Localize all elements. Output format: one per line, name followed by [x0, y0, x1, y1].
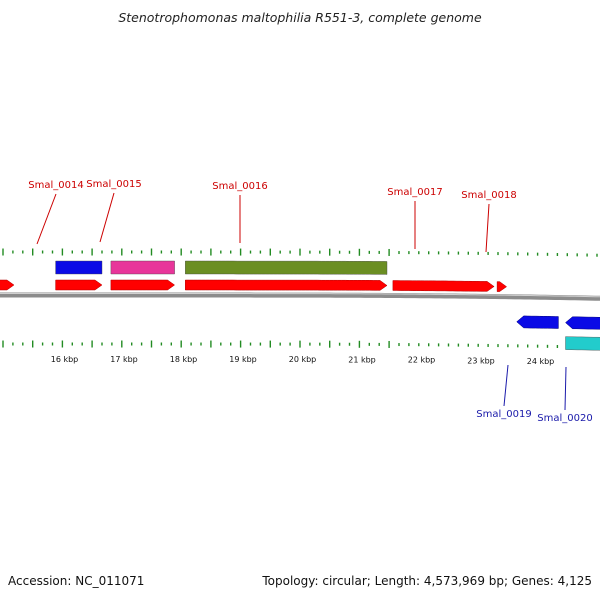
accession-text: Accession: NC_011071 — [8, 574, 145, 588]
gene-label-Smal_0020[interactable]: Smal_0020 — [537, 413, 592, 424]
gene-label-Smal_0019[interactable]: Smal_0019 — [476, 409, 531, 420]
gene-label-Smal_0015[interactable]: Smal_0015 — [86, 179, 141, 190]
scale-label: 17 kbp — [110, 355, 138, 364]
cds-arrow-Smal_0019[interactable] — [516, 315, 559, 329]
scale-label: 20 kbp — [289, 355, 317, 364]
genome-summary-text: Topology: circular; Length: 4,573,969 bp… — [262, 574, 592, 588]
gene-label-Smal_0017[interactable]: Smal_0017 — [387, 187, 442, 198]
gene-labels: Smal_0014 Smal_0015 Smal_0016 Smal_0017 Smal… — [28, 179, 592, 424]
leader-Smal_0019 — [503, 364, 509, 407]
class-bar-Smal_0020[interactable] — [565, 336, 600, 351]
gene-label-Smal_0018[interactable]: Smal_0018 — [461, 190, 516, 201]
scale-label: 24 kbp — [527, 357, 555, 366]
map-title: Stenotrophomonas maltophilia R551-3, com… — [118, 10, 482, 25]
cds-arrow-Smal_0017[interactable] — [392, 280, 495, 292]
genome-backbone — [0, 292, 600, 301]
partial-gene-arrow[interactable] — [0, 279, 15, 291]
leader-Smal_0015 — [99, 192, 115, 243]
scale-label: 16 kbp — [51, 355, 79, 364]
gene-label-Smal_0014[interactable]: Smal_0014 — [28, 180, 83, 191]
cds-arrow-Smal_0018[interactable] — [496, 281, 508, 292]
leader-Smal_0020 — [564, 366, 567, 411]
scale-labels: 16 kbp 17 kbp 18 kbp 19 kbp 20 kbp 21 kbp 22 k… — [51, 355, 555, 366]
scale-label: 19 kbp — [229, 355, 257, 364]
scale-label: 18 kbp — [170, 355, 198, 364]
class-bar-Smal_0014[interactable] — [55, 260, 103, 275]
genome-backbone-highlight — [0, 293, 600, 298]
cds-arrow-Smal_0015[interactable] — [110, 279, 176, 291]
scale-label: 23 kbp — [467, 356, 495, 365]
cds-arrow-Smal_0014[interactable] — [55, 279, 103, 291]
leader-Smal_0018 — [485, 203, 490, 253]
class-bar-Smal_0016[interactable] — [185, 260, 388, 275]
scale-label: 22 kbp — [408, 356, 436, 365]
gene-label-Smal_0016[interactable]: Smal_0016 — [212, 181, 267, 192]
feature-tracks — [0, 260, 600, 351]
class-bar-Smal_0015[interactable] — [110, 260, 175, 275]
cds-arrow-Smal_0016[interactable] — [185, 279, 388, 291]
leader-Smal_0014 — [36, 193, 57, 245]
scale-label: 21 kbp — [348, 355, 376, 364]
cds-arrow-Smal_0020[interactable] — [565, 316, 600, 330]
